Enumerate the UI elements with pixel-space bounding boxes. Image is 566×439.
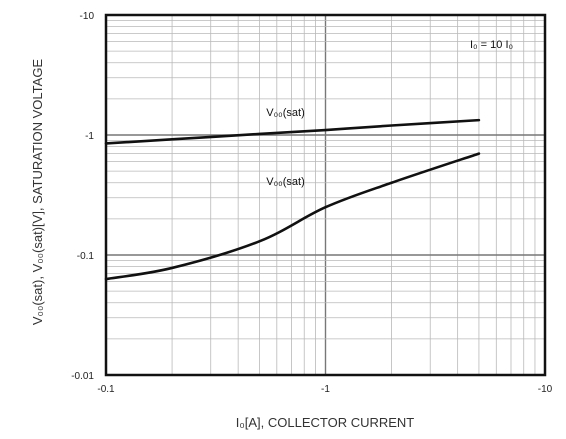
condition-annotation: I₀ = 10 I₀ xyxy=(470,39,513,51)
x-tick-label: -0.1 xyxy=(97,384,115,395)
x-axis-label: I₀[A], COLLECTOR CURRENT xyxy=(236,415,415,430)
x-tick-labels: -0.1 -1 -10 xyxy=(97,384,552,395)
series-label: V₀₀(sat) xyxy=(266,107,304,119)
series-labels: V₀₀(sat) V₀₀(sat) xyxy=(266,107,304,188)
x-tick-label: -10 xyxy=(538,384,553,395)
y-tick-label: -10 xyxy=(80,11,95,22)
y-tick-label: -0.01 xyxy=(71,371,94,382)
plot-frame xyxy=(104,13,547,377)
series-line xyxy=(104,118,481,145)
y-tick-label: -0.1 xyxy=(77,251,95,262)
grid xyxy=(105,15,545,376)
y-tick-labels: -10 -1 -0.1 -0.01 xyxy=(71,11,94,382)
series-lines xyxy=(104,118,481,281)
y-tick-label: -1 xyxy=(85,131,94,142)
y-axis-label: V₀₀(sat), V₀₀(sat)[V], SATURATION VOLTAG… xyxy=(30,59,45,326)
series-label: V₀₀(sat) xyxy=(266,176,304,188)
x-tick-label: -1 xyxy=(321,384,330,395)
series-line xyxy=(104,152,481,281)
